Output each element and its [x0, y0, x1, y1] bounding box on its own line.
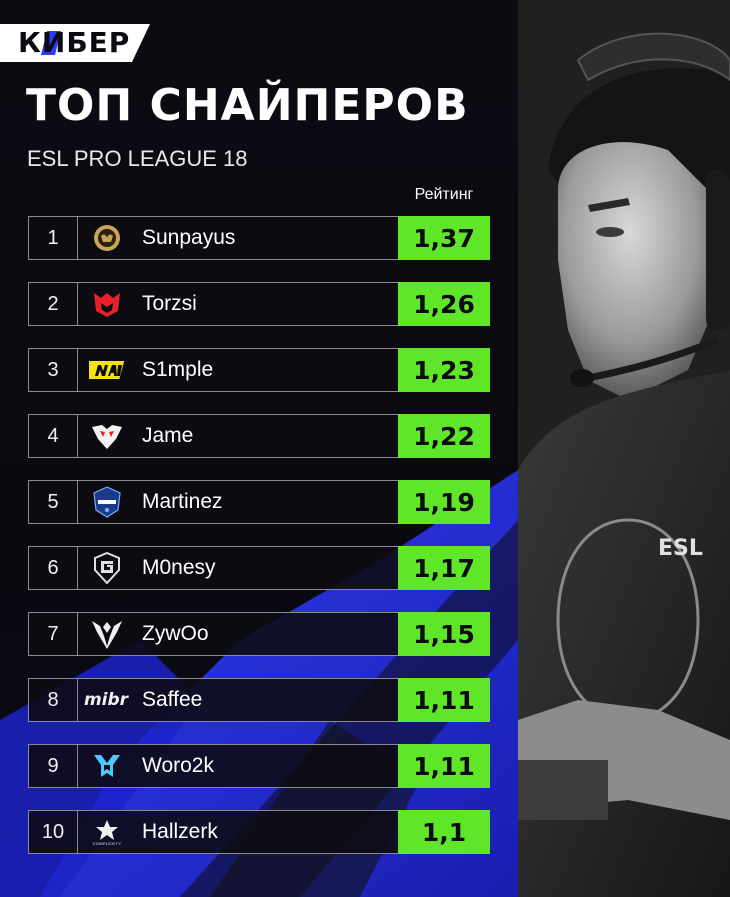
- navi-logo-icon: [87, 355, 127, 385]
- table-row: 2 Torzsi 1,26: [28, 282, 490, 326]
- complexity-logo-icon: COMPLEXITY: [87, 817, 127, 847]
- table-row: 9 Woro2k 1,11: [28, 744, 490, 788]
- player-silhouette: ESL: [518, 0, 730, 897]
- mibr-logo-icon: mibr: [83, 685, 129, 715]
- rank-number: 7: [29, 613, 78, 655]
- rank-number: 4: [29, 415, 78, 457]
- rank-number: 10: [29, 811, 78, 853]
- player-rating: 1,19: [398, 480, 490, 524]
- player-rating: 1,11: [398, 678, 490, 722]
- player-rating: 1,22: [398, 414, 490, 458]
- page-title: ТОП СНАЙПЕРОВ: [26, 80, 469, 131]
- rank-number: 2: [29, 283, 78, 325]
- player-name: Martinez: [142, 490, 223, 513]
- player-rating: 1,11: [398, 744, 490, 788]
- brand-logo-background: [0, 24, 150, 62]
- player-name: Sunpayus: [142, 226, 236, 249]
- player-name: Jame: [142, 424, 194, 447]
- brand-logo: КИБЕР: [18, 26, 131, 59]
- player-name: S1mple: [142, 358, 214, 381]
- table-row: 5 Martinez 1,19: [28, 480, 490, 524]
- rank-number: 3: [29, 349, 78, 391]
- movistar-riders-logo-icon: [87, 486, 127, 518]
- player-rating: 1,15: [398, 612, 490, 656]
- table-row: 4 Jame 1,22: [28, 414, 490, 458]
- vitality-logo-icon: [87, 619, 127, 649]
- mouz-logo-icon: [87, 289, 127, 319]
- rank-number: 8: [29, 679, 78, 721]
- player-rating: 1,26: [398, 282, 490, 326]
- page-subtitle: ESL PRO LEAGUE 18: [27, 146, 248, 171]
- monte-logo-icon: [87, 751, 127, 781]
- rank-number: 5: [29, 481, 78, 523]
- player-name: Woro2k: [142, 754, 214, 777]
- table-row: 1 Sunpayus 1,37: [28, 216, 490, 260]
- mibr-logo-text: mibr: [83, 690, 129, 710]
- table-row: 8 mibr Saffee 1,11: [28, 678, 490, 722]
- rating-column-header: Рейтинг: [414, 186, 474, 203]
- rank-number: 9: [29, 745, 78, 787]
- player-name: Hallzerk: [142, 820, 218, 843]
- table-row: 7 ZywOo 1,15: [28, 612, 490, 656]
- player-rating: 1,17: [398, 546, 490, 590]
- complexity-logo-text: COMPLEXITY: [92, 840, 122, 846]
- player-name: Saffee: [142, 688, 203, 711]
- player-name: ZywOo: [142, 622, 209, 645]
- virtus-pro-logo-icon: [87, 421, 127, 451]
- player-rating: 1,37: [398, 216, 490, 260]
- infographic-panel: КИБЕР ТОП СНАЙПЕРОВ ESL PRO LEAGUE 18 Ре…: [0, 0, 518, 897]
- player-name: M0nesy: [142, 556, 216, 579]
- svg-text:ESL: ESL: [658, 536, 703, 561]
- player-rating: 1,23: [398, 348, 490, 392]
- rank-number: 6: [29, 547, 78, 589]
- table-row: 3 S1mple 1,23: [28, 348, 490, 392]
- table-row: 6 M0nesy 1,17: [28, 546, 490, 590]
- table-row: 10 COMPLEXITY Hallzerk 1,1: [28, 810, 490, 854]
- player-name: Torzsi: [142, 292, 197, 315]
- g2-logo-icon: [87, 552, 127, 584]
- player-photo: ESL: [518, 0, 730, 897]
- rank-number: 1: [29, 217, 78, 259]
- ence-logo-icon: [87, 223, 127, 253]
- player-rating: 1,1: [398, 810, 490, 854]
